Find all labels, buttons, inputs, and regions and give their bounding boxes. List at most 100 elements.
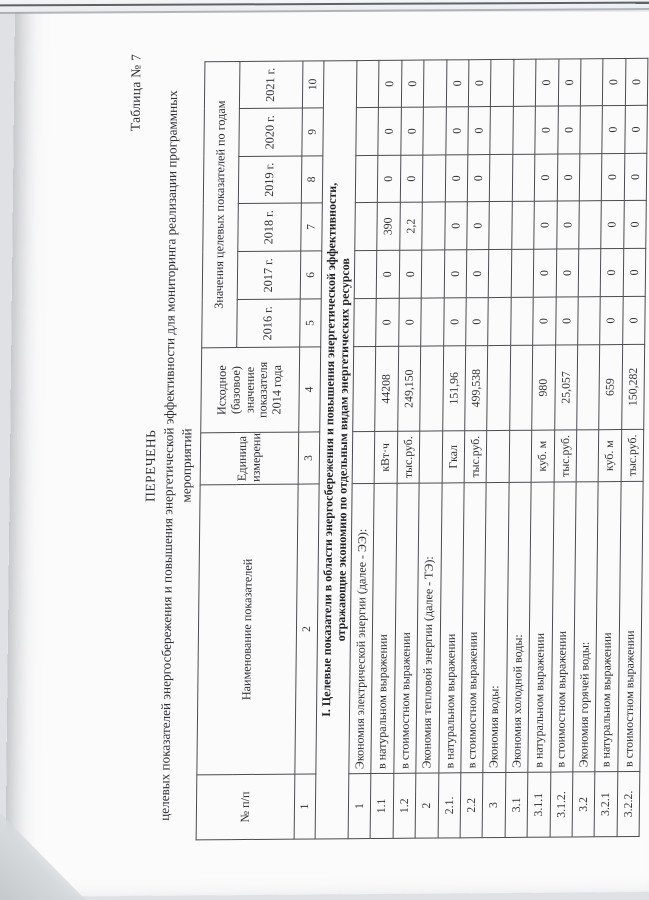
row-year-value (490, 59, 514, 107)
row-base-value: 499,538 (464, 345, 489, 431)
row-year-value: 0 (532, 297, 556, 346)
section-header-line2: отражающие экономию по отдельным видам э… (333, 258, 353, 642)
row-year-value: 0 (555, 248, 579, 298)
row-year-value (423, 106, 446, 156)
row-year-value: 0 (445, 106, 469, 155)
row-year-value: 0 (623, 153, 647, 201)
row-year-value: 0 (400, 107, 424, 156)
header-year: 2019 г. (238, 156, 302, 204)
row-year-value: 0 (601, 153, 625, 201)
row-year-value (354, 250, 378, 299)
row-year-value (488, 249, 512, 298)
row-year-value: 0 (376, 298, 400, 347)
row-year-value (578, 200, 602, 249)
row-indicator-name: в стоимостном выражении (617, 481, 644, 772)
row-year-value: 0 (622, 248, 646, 297)
row-base-value: 44208 (375, 346, 399, 432)
column-number: 8 (301, 155, 323, 204)
column-number: 3 (298, 431, 320, 485)
table-number-label: Таблица № 7 (127, 53, 144, 132)
column-number: 9 (301, 107, 324, 157)
table-body: 1 Экономия электрической энергии (далее -… (348, 58, 648, 839)
row-year-value: 0 (599, 296, 623, 345)
header-base-value: Исходное (базовое) значение показателя 2… (200, 347, 300, 433)
row-number: 3.2.2. (616, 771, 640, 837)
row-year-value: 0 (534, 154, 558, 202)
row-year-value (354, 202, 378, 251)
row-year-value: 0 (535, 59, 559, 107)
row-year-value (489, 154, 513, 202)
row-year-value (580, 58, 604, 106)
row-year-value (421, 249, 445, 299)
row-indicator-name: Экономия горячей воды: (572, 481, 599, 772)
header-year: 2021 г. (239, 61, 303, 109)
header-year: 2020 г. (238, 108, 303, 157)
row-year-value (353, 298, 377, 347)
row-year-value: 0 (398, 298, 422, 347)
row-number: 3.1.1 (527, 772, 551, 838)
row-year-value (489, 201, 513, 250)
row-number: 3.1 (504, 772, 528, 838)
row-year-value: 0 (625, 58, 648, 106)
column-number: 7 (300, 202, 323, 252)
row-year-value: 0 (443, 249, 467, 298)
row-number: 1.2 (392, 773, 417, 839)
row-year-value: 0 (557, 105, 581, 155)
row-year-value (512, 106, 536, 155)
row-indicator-name: в стоимостном выражении (393, 483, 420, 774)
row-year-value (421, 201, 445, 251)
row-number: 3.1.2. (549, 771, 573, 838)
row-unit (352, 431, 376, 484)
row-year-value: 0 (624, 105, 648, 154)
column-number: 4 (298, 346, 321, 433)
row-unit (486, 430, 510, 483)
row-indicator-name: в натуральном выражении (371, 483, 397, 774)
row-year-value (579, 153, 603, 201)
column-number: 6 (300, 250, 322, 300)
row-year-value: 0 (534, 106, 558, 155)
row-year-value: 0 (401, 60, 425, 108)
row-base-value (487, 345, 511, 431)
row-year-value: 0 (555, 296, 579, 346)
row-year-value: 0 (377, 155, 401, 203)
row-year-value (578, 248, 602, 297)
row-base-value (576, 344, 600, 430)
row-indicator-name: Экономия электрической энергии (далее - … (348, 483, 375, 774)
row-year-value (423, 59, 447, 108)
header-num: № п/п (196, 774, 295, 840)
row-year-value (579, 105, 603, 154)
row-base-value (352, 346, 377, 432)
row-year-value: 0 (399, 250, 422, 299)
row-year-value (510, 297, 534, 346)
row-unit: тыс.руб. (620, 429, 644, 482)
row-year-value (420, 297, 444, 347)
row-indicator-name: в натуральном выражении (438, 482, 465, 773)
header-years-group: Значения целевых показателей по годам (201, 61, 240, 348)
row-number: 3.2.1 (594, 771, 618, 837)
row-year-value: 0 (444, 201, 468, 250)
row-unit: тыс.руб. (553, 429, 577, 483)
row-year-value: 0 (465, 297, 489, 346)
row-year-value: 0 (445, 59, 469, 107)
row-year-value: 0 (600, 248, 624, 297)
row-year-value: 0 (602, 105, 626, 154)
row-base-value: 150,282 (621, 344, 645, 430)
row-base-value: 151,96 (442, 345, 466, 431)
header-unit: Единица измерения (200, 432, 299, 485)
column-number: 1 (294, 773, 316, 840)
row-year-value: 0 (533, 249, 557, 298)
row-number: 2.1. (437, 772, 461, 839)
column-number: 5 (299, 298, 322, 348)
row-year-value: 0 (444, 154, 468, 202)
row-number: 2.2 (460, 772, 484, 838)
row-year-value: 0 (467, 154, 491, 202)
header-name: Наименование показателей (196, 484, 299, 775)
row-year-value (355, 155, 379, 203)
row-year-value: 0 (378, 60, 402, 108)
row-number: 3.2 (571, 771, 596, 837)
row-indicator-name: в натуральном выражении (595, 481, 621, 772)
row-base-value (509, 345, 533, 431)
row-year-value (488, 297, 511, 346)
indicators-table: № п/п Наименование показателей Единица и… (196, 58, 649, 841)
row-indicator-name: Экономия тепловой энергии (далее - ТЭ): (416, 482, 442, 774)
